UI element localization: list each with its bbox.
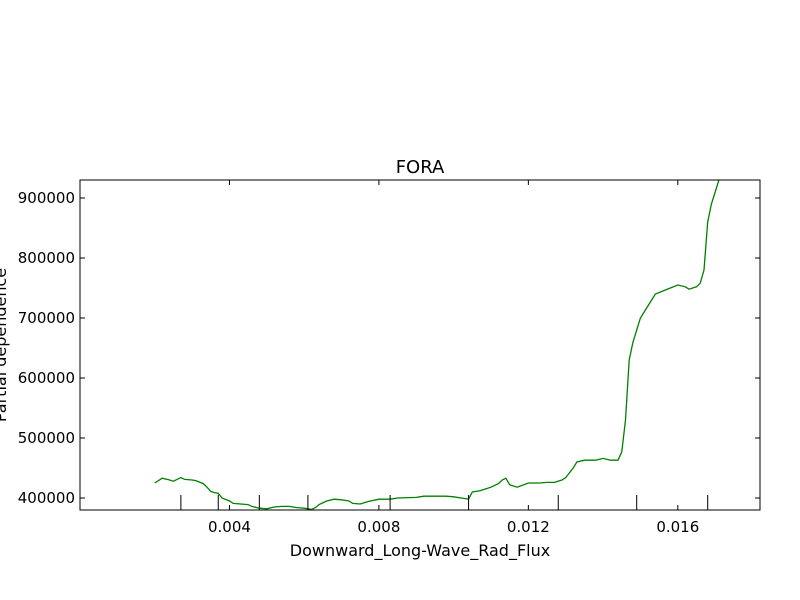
x-tick-label: 0.016: [656, 518, 699, 536]
y-tick-label: 500000: [18, 429, 75, 447]
y-tick-label: 700000: [18, 309, 75, 327]
chart-title: FORA: [396, 157, 445, 178]
y-tick-label: 800000: [18, 249, 75, 267]
x-tick-label: 0.004: [208, 518, 251, 536]
series-line-0: [154, 180, 720, 510]
x-axis-title: Downward_Long-Wave_Rad_Flux: [290, 541, 550, 561]
rug-ticks: [180, 495, 709, 510]
y-tick-label: 900000: [18, 189, 75, 207]
x-tick-label: 0.012: [507, 518, 550, 536]
y-axis-title: Partial dependence: [0, 268, 10, 422]
x-tick-label: 0.008: [357, 518, 400, 536]
series-group: [154, 180, 720, 510]
y-tick-label: 600000: [18, 369, 75, 387]
plot-frame: [79, 179, 761, 511]
y-axis: 400000 500000 600000 700000 800000 900000: [18, 189, 760, 507]
y-tick-label: 400000: [18, 489, 75, 507]
x-axis: 0.004 0.008 0.012 0.016: [208, 180, 699, 536]
